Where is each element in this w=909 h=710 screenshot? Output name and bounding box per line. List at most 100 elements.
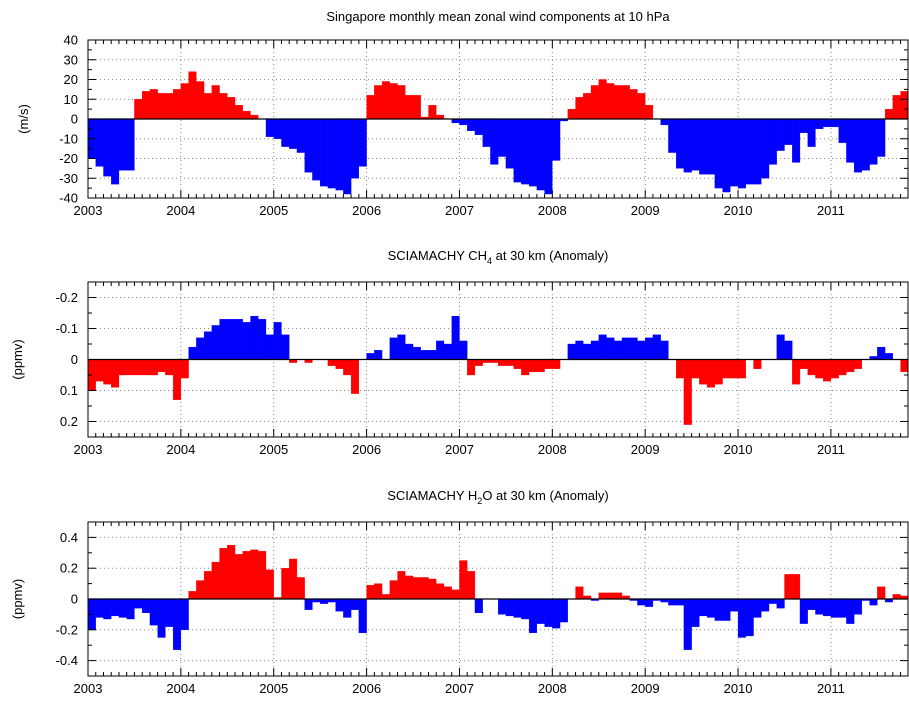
panel-3-bar: [443, 586, 452, 600]
panel-1-bar: [869, 118, 878, 165]
panel-2-x-tick-label: 2010: [724, 442, 753, 457]
panel-3-y-tick-label: 0.4: [60, 530, 78, 545]
panel-2-y-tick-label: -0.2: [56, 290, 78, 305]
panel-3-bar: [381, 594, 390, 600]
panel-2-bar: [165, 359, 174, 376]
panel-3-bar: [95, 598, 104, 618]
panel-2-bar: [536, 359, 545, 373]
panel-3-bar: [126, 598, 135, 620]
panel-3-title-text: SCIAMACHY H: [387, 488, 477, 503]
panel-3-bar: [606, 592, 615, 600]
panel-3-bar: [722, 598, 731, 621]
panel-1-bar: [180, 83, 189, 120]
panel-2-bar: [737, 359, 746, 379]
panel-3-bar: [784, 574, 793, 600]
panel-3-bar: [467, 571, 476, 600]
panel-3-bar: [265, 569, 274, 600]
panel-2-bar: [227, 319, 236, 360]
panel-2-bar: [714, 359, 723, 385]
panel-1-bar: [490, 118, 499, 165]
panel-3-bar: [892, 594, 901, 600]
panel-3-bar: [219, 548, 228, 600]
panel-3-y-tick-label: 0.2: [60, 561, 78, 576]
panel-2-x-tick-label: 2003: [74, 442, 103, 457]
panel-1-bar: [358, 118, 367, 167]
panel-1-bar: [312, 118, 321, 181]
panel-3-bar: [807, 598, 816, 610]
panel-1-bar: [281, 118, 290, 147]
panel-1-bar: [567, 108, 576, 120]
panel-1-bar: [227, 97, 236, 120]
panel-3-x-tick-label: 2003: [74, 681, 103, 696]
panel-1-bar: [350, 118, 360, 179]
panel-3-bar: [552, 598, 561, 629]
panel-2-bar: [706, 359, 715, 388]
panel-2-y-axis-label: (ppmv): [10, 339, 25, 379]
panel-2-bar: [621, 337, 630, 360]
panel-3-bar: [853, 598, 863, 615]
panel-1-bar: [846, 118, 855, 163]
panel-1-bar: [211, 85, 220, 120]
panel-1-bar: [505, 118, 514, 169]
panel-1-bar: [792, 118, 801, 163]
panel-3-title: SCIAMACHY H2O at 30 km (Anomaly): [387, 488, 609, 506]
panel-2-bar: [428, 350, 437, 360]
panel-3-bar: [296, 577, 305, 600]
panel-1-bar: [621, 85, 630, 120]
panel-3-bar: [838, 598, 847, 618]
panel-2-bar: [614, 340, 623, 360]
panel-1-bar: [513, 118, 522, 183]
panel-1-bar: [706, 118, 715, 175]
panel-3-bar: [737, 598, 746, 638]
panel-3-bar: [111, 598, 120, 617]
panel-3-bar: [459, 560, 468, 600]
panel-1-bar: [474, 118, 483, 135]
panel-3-bar: [397, 571, 406, 600]
panel-2-x-tick-label: 2008: [538, 442, 567, 457]
panel-3-bar: [474, 598, 483, 614]
panel-2-bar: [799, 359, 808, 369]
panel-1-bar: [374, 85, 383, 120]
panel-3-bar: [505, 598, 514, 617]
panel-3-bar: [389, 580, 398, 600]
panel-1-x-tick-label: 2003: [74, 203, 103, 218]
panel-1-bar: [853, 118, 863, 173]
panel-1-bar: [335, 118, 344, 191]
panel-3-bar: [436, 583, 445, 600]
panel-3-bar: [188, 591, 197, 600]
panel-2-bar: [629, 337, 638, 360]
panel-1-bar: [645, 105, 654, 120]
panel-1-bar: [289, 118, 298, 149]
panel-3-x-tick-label: 2004: [166, 681, 195, 696]
panel-2-x-tick-label: 2007: [445, 442, 474, 457]
panel-1-bar: [118, 118, 127, 171]
panel-3-bar: [180, 598, 189, 630]
panel-2-bar: [366, 353, 375, 360]
panel-1-bar: [776, 118, 785, 151]
panel-1-bar: [877, 118, 886, 157]
panel-1-bar: [95, 118, 104, 167]
panel-1-bar: [737, 118, 746, 189]
panel-1-bar: [583, 93, 592, 120]
panel-1-bar: [675, 118, 685, 169]
panel-3-bar: [366, 584, 375, 600]
panel-1-bar: [343, 118, 352, 195]
panel-3-bar: [869, 598, 878, 606]
panel-1-bar: [536, 118, 545, 191]
panel-3-bar: [675, 598, 685, 606]
panel-2-bar: [474, 359, 483, 366]
panel-2-bar: [853, 359, 863, 369]
panel-3-bar: [614, 592, 623, 600]
panel-3-bar: [234, 554, 243, 600]
panel-1-bar: [900, 91, 909, 120]
panel-3-x-tick-label: 2005: [259, 681, 288, 696]
panel-1-y-tick-label: 20: [64, 72, 78, 87]
panel-3-bar: [846, 598, 855, 624]
panel-2-bar: [598, 334, 607, 360]
panel-3-x-tick-label: 2006: [352, 681, 381, 696]
panel-3-bar: [768, 598, 777, 604]
panel-3-bar: [776, 598, 785, 609]
panel-1-bar: [196, 81, 205, 120]
panel-1-title-text: Singapore monthly mean zonal wind compon…: [326, 9, 670, 24]
